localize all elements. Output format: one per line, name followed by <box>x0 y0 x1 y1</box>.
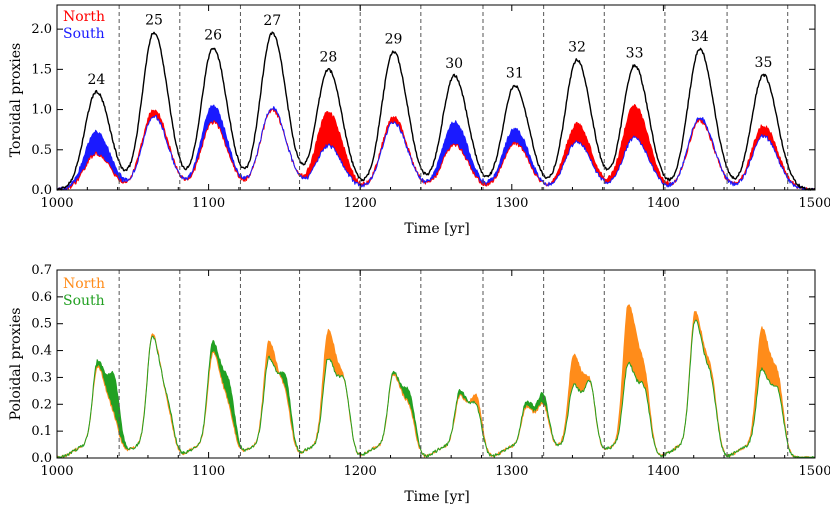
toroidal-ticks: 1000 1100 1200 1300 1400 1500 0.0 0.5 1.0 1.5 2.0 <box>31 5 830 211</box>
north-excess-fill <box>558 354 590 446</box>
south-excess-fill <box>187 105 249 182</box>
south-excess-fill <box>389 371 421 451</box>
toroidal-x-axis-label: Time [yr] <box>404 221 469 237</box>
toroidal-x-tick-label: 1200 <box>344 196 377 211</box>
poloidal-legend-north: North <box>63 276 105 292</box>
poloidal-y-tick-label: 0.7 <box>31 263 52 278</box>
south-toroidal-line <box>56 104 816 191</box>
cycle-label: 25 <box>145 12 163 28</box>
north-excess-fill <box>301 111 364 187</box>
poloidal-y-tick-label: 0.0 <box>31 451 52 466</box>
toroidal-x-tick-label: 1400 <box>647 196 680 211</box>
toroidal-y-tick-label: 2.0 <box>31 22 52 37</box>
toroidal-plot-frame <box>56 4 816 191</box>
toroidal-x-tick-label: 1000 <box>40 196 73 211</box>
south-excess-fill <box>517 392 555 442</box>
poloidal-cycle-boundaries <box>118 270 789 458</box>
south-excess-fill <box>426 120 542 186</box>
poloidal-x-tick-label: 1000 <box>40 464 73 479</box>
toroidal-x-tick-label: 1500 <box>798 196 830 211</box>
poloidal-x-tick-label: 1300 <box>495 464 528 479</box>
cycle-number-labels: 24 25 26 27 28 29 30 31 32 33 34 35 <box>88 12 773 88</box>
cycle-label: 26 <box>204 28 222 44</box>
poloidal-panel: 1000 1100 1200 1300 1400 1500 0.0 0.1 0.2 0.3 0.4 0… <box>8 263 830 505</box>
poloidal-x-tick-label: 1200 <box>344 464 377 479</box>
cycle-label: 24 <box>88 72 106 88</box>
north-excess-fill <box>258 341 280 434</box>
north-excess-fill <box>732 451 734 456</box>
south-excess-fill <box>684 117 716 160</box>
poloidal-y-axis-label: Poloidal proxies <box>8 308 24 421</box>
poloidal-legend-south: South <box>63 293 105 309</box>
cycle-label: 33 <box>626 45 644 61</box>
toroidal-x-tick-label: 1100 <box>192 196 225 211</box>
north-toroidal-line <box>56 104 816 191</box>
toroidal-legend-south: South <box>63 26 105 42</box>
cycle-label: 32 <box>568 40 586 56</box>
toroidal-y-tick-label: 0.0 <box>31 183 52 198</box>
toroidal-y-tick-label: 0.5 <box>31 143 52 158</box>
poloidal-y-tick-label: 0.1 <box>31 424 52 439</box>
north-excess-fill <box>130 110 173 179</box>
toroidal-series-lines <box>56 31 816 191</box>
cycle-label: 28 <box>319 49 337 65</box>
poloidal-y-tick-label: 0.3 <box>31 370 52 385</box>
toroidal-x-tick-label: 1300 <box>495 196 528 211</box>
north-excess-fill <box>551 104 669 187</box>
north-excess-fill <box>744 124 791 184</box>
poloidal-y-tick-label: 0.2 <box>31 397 52 412</box>
poloidal-series-lines <box>56 304 815 458</box>
north-excess-fill <box>744 326 789 448</box>
toroidal-cycle-boundaries <box>118 5 789 190</box>
poloidal-x-tick-label: 1500 <box>798 464 830 479</box>
total-toroidal-line <box>56 31 816 191</box>
poloidal-x-axis-label: Time [yr] <box>404 489 469 505</box>
poloidal-y-tick-label: 0.6 <box>31 290 52 305</box>
poloidal-ticks: 1000 1100 1200 1300 1400 1500 0.0 0.1 0.2 0.3 0.4 0… <box>31 263 830 479</box>
poloidal-y-tick-label: 0.4 <box>31 344 52 359</box>
poloidal-x-tick-label: 1100 <box>192 464 225 479</box>
cycle-label: 30 <box>445 56 463 72</box>
toroidal-panel: 1000 1100 1200 1300 1400 15000.00.51.01.52.0 … <box>8 4 830 237</box>
south-poloidal-line <box>56 319 815 458</box>
south-excess-fill <box>69 130 124 189</box>
cycle-label: 35 <box>755 55 773 71</box>
poloidal-plot-frame <box>56 269 816 459</box>
poloidal-x-tick-label: 1400 <box>647 464 680 479</box>
toroidal-y-axis-label: Toroidal proxies <box>8 43 24 157</box>
cycle-label: 27 <box>263 13 281 29</box>
poloidal-y-tick-label: 0.5 <box>31 317 52 332</box>
toroidal-legend-north: North <box>63 9 105 25</box>
south-excess-fill <box>125 178 127 183</box>
cycle-label: 31 <box>506 65 524 81</box>
toroidal-y-tick-label: 1.5 <box>31 62 52 77</box>
cycle-label: 29 <box>385 32 403 48</box>
poloidal-difference-fills <box>57 304 797 458</box>
cycle-label: 34 <box>691 29 709 45</box>
toroidal-y-tick-label: 1.0 <box>31 103 52 118</box>
north-poloidal-line <box>56 304 815 458</box>
